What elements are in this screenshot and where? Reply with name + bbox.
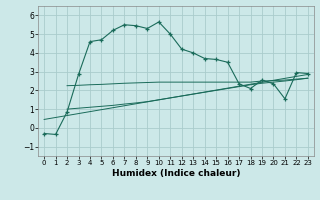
X-axis label: Humidex (Indice chaleur): Humidex (Indice chaleur) [112,169,240,178]
